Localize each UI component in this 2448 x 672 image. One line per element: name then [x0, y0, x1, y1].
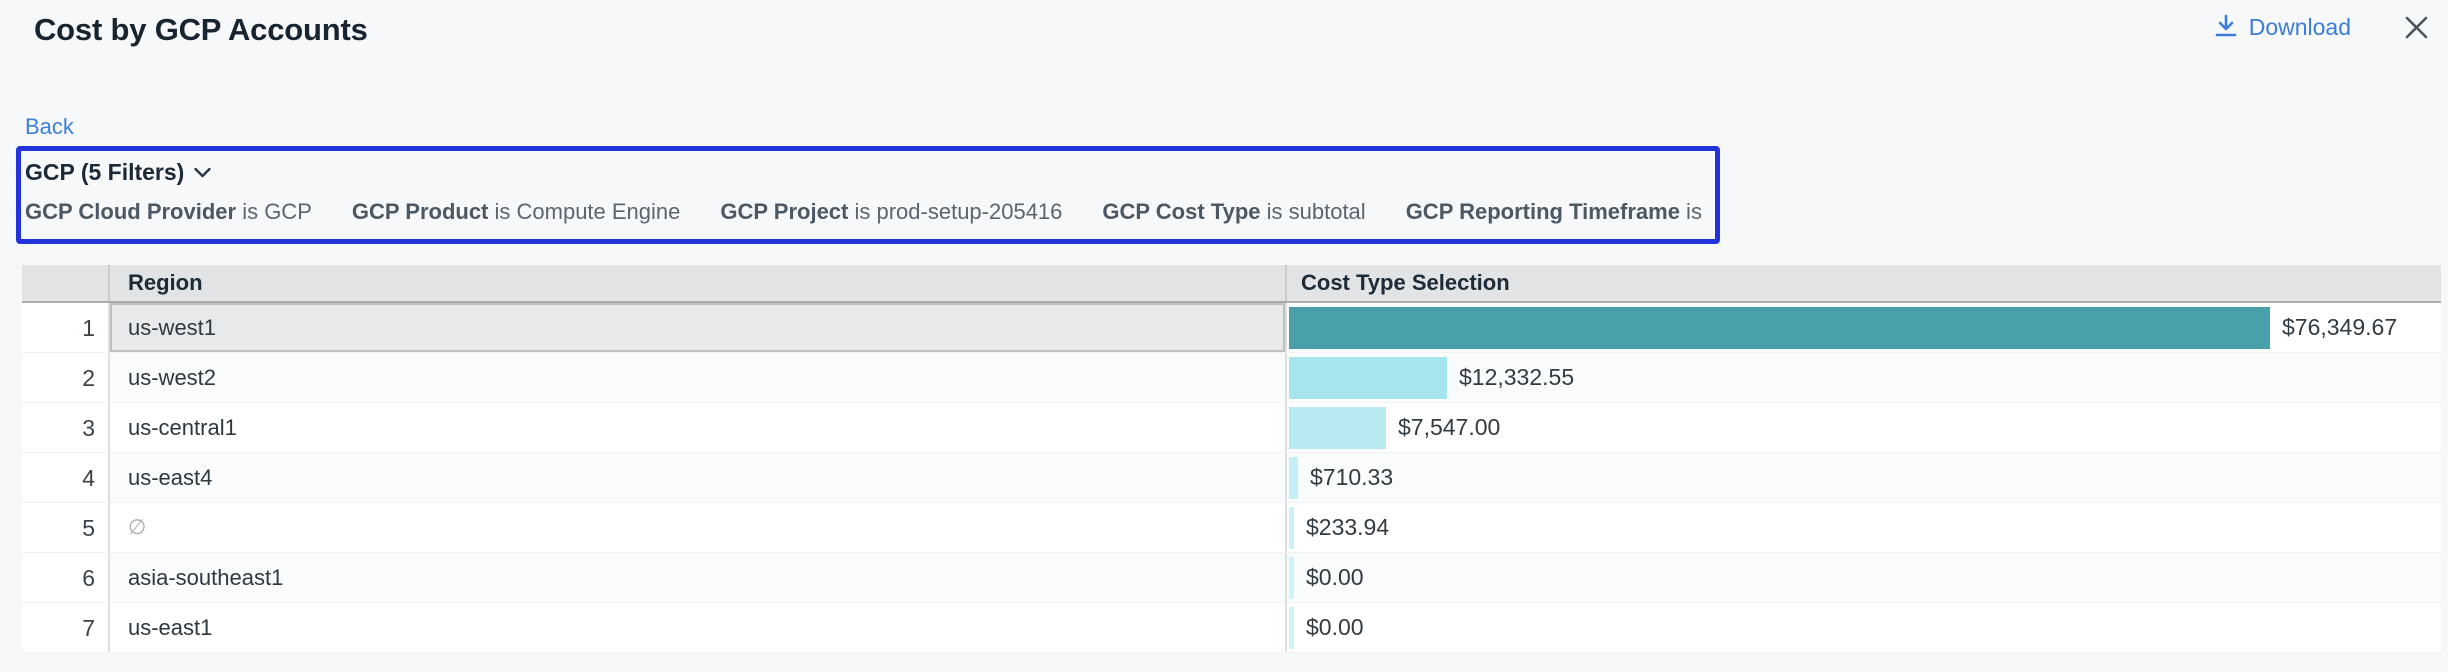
column-header-region[interactable]: Region	[110, 265, 1287, 301]
cost-value: $233.94	[1306, 514, 1389, 541]
cost-bar[interactable]	[1289, 457, 1298, 499]
cost-bar[interactable]	[1289, 357, 1447, 399]
download-icon	[2214, 14, 2238, 41]
table-body: 1 us-west1 $76,349.67 2 us-west2 $12,332…	[22, 303, 2441, 653]
close-icon[interactable]	[2403, 14, 2430, 41]
cost-value: $12,332.55	[1459, 364, 1574, 391]
cost-bar[interactable]	[1289, 307, 2270, 349]
table-row[interactable]: 5 ∅ $233.94	[22, 503, 2441, 553]
filter-item: GCP Cloud Provider is GCP	[25, 199, 312, 225]
row-index: 2	[22, 353, 110, 402]
region-cell[interactable]: us-west2	[110, 353, 1287, 402]
top-right-actions: Download	[2214, 14, 2430, 41]
region-cell[interactable]: ∅	[110, 503, 1287, 552]
chevron-down-icon	[193, 166, 212, 179]
region-label: us-west1	[128, 315, 216, 341]
cost-value: $7,547.00	[1398, 414, 1500, 441]
cost-cell: $12,332.55	[1287, 353, 2441, 402]
cost-bar[interactable]	[1289, 607, 1294, 649]
table-row[interactable]: 2 us-west2 $12,332.55	[22, 353, 2441, 403]
region-cell[interactable]: us-east4	[110, 453, 1287, 502]
filter-list: GCP Cloud Provider is GCP GCP Product is …	[25, 199, 1705, 225]
region-cell[interactable]: us-west1	[110, 303, 1287, 352]
table-row[interactable]: 4 us-east4 $710.33	[22, 453, 2441, 503]
cost-value: $76,349.67	[2282, 314, 2397, 341]
column-header-index	[22, 265, 110, 301]
cost-value: $710.33	[1310, 464, 1393, 491]
download-button[interactable]: Download	[2214, 14, 2351, 41]
page-title: Cost by GCP Accounts	[34, 12, 368, 48]
filter-item: GCP Cost Type is subtotal	[1102, 199, 1365, 225]
cost-bar[interactable]	[1289, 407, 1386, 449]
region-cell[interactable]: us-central1	[110, 403, 1287, 452]
cost-cell: $76,349.67	[1287, 303, 2441, 352]
row-index: 5	[22, 503, 110, 552]
download-label: Download	[2249, 14, 2351, 41]
cost-cell: $0.00	[1287, 603, 2441, 652]
filter-item: GCP Product is Compute Engine	[352, 199, 681, 225]
row-index: 4	[22, 453, 110, 502]
cost-cell: $233.94	[1287, 503, 2441, 552]
back-link[interactable]: Back	[25, 114, 74, 140]
region-label: ∅	[128, 515, 146, 540]
column-header-cost[interactable]: Cost Type Selection	[1287, 265, 2441, 301]
region-label: asia-southeast1	[128, 565, 283, 591]
table-row[interactable]: 3 us-central1 $7,547.00	[22, 403, 2441, 453]
region-label: us-west2	[128, 365, 216, 391]
filter-summary-dropdown[interactable]: GCP (5 Filters)	[25, 159, 212, 186]
row-index: 3	[22, 403, 110, 452]
table-header-row: Region Cost Type Selection	[22, 265, 2441, 303]
table-row[interactable]: 1 us-west1 $76,349.67	[22, 303, 2441, 353]
filter-item: GCP Project is prod-setup-205416	[720, 199, 1062, 225]
region-cell[interactable]: asia-southeast1	[110, 553, 1287, 602]
cost-cell: $7,547.00	[1287, 403, 2441, 452]
region-label: us-central1	[128, 415, 237, 441]
filter-summary-label: GCP (5 Filters)	[25, 159, 184, 186]
table-row[interactable]: 6 asia-southeast1 $0.00	[22, 553, 2441, 603]
row-index: 6	[22, 553, 110, 602]
filter-item: GCP Reporting Timeframe is "-90"	[1406, 199, 1705, 225]
cost-value: $0.00	[1306, 614, 1364, 641]
cost-cell: $0.00	[1287, 553, 2441, 602]
cost-bar[interactable]	[1289, 507, 1294, 549]
cost-bar[interactable]	[1289, 557, 1294, 599]
cost-table: Region Cost Type Selection 1 us-west1 $7…	[22, 265, 2441, 653]
row-index: 1	[22, 303, 110, 352]
region-label: us-east1	[128, 615, 212, 641]
region-cell[interactable]: us-east1	[110, 603, 1287, 652]
row-index: 7	[22, 603, 110, 652]
filter-group-box: GCP (5 Filters) GCP Cloud Provider is GC…	[16, 146, 1720, 244]
table-row[interactable]: 7 us-east1 $0.00	[22, 603, 2441, 653]
cost-value: $0.00	[1306, 564, 1364, 591]
cost-cell: $710.33	[1287, 453, 2441, 502]
region-label: us-east4	[128, 465, 212, 491]
